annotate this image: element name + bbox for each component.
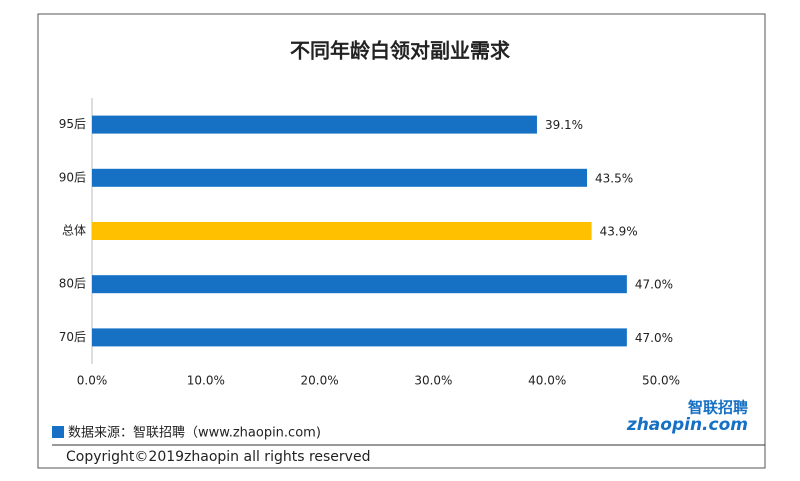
source-icon: [52, 426, 64, 438]
x-tick-label: 0.0%: [77, 374, 108, 388]
x-tick-label: 30.0%: [414, 374, 452, 388]
y-tick-label: 95后: [59, 117, 86, 131]
bar: [92, 222, 592, 240]
logo-cn: 智联招聘: [688, 399, 748, 417]
value-label: 39.1%: [545, 118, 583, 132]
y-tick-label: 80后: [59, 277, 86, 291]
copyright: Copyright©2019zhaopin all rights reserve…: [66, 449, 370, 465]
logo-en: zhaopin.com: [626, 415, 748, 435]
value-label: 47.0%: [635, 331, 673, 345]
bar: [92, 115, 537, 134]
frame: [37, 13, 766, 469]
value-label: 47.0%: [635, 278, 673, 292]
value-label: 43.9%: [600, 225, 638, 239]
source-note: 数据来源：智联招聘（www.zhaopin.com): [68, 426, 321, 441]
x-tick-label: 10.0%: [187, 374, 225, 388]
value-label: 43.5%: [595, 171, 633, 185]
y-tick-label: 总体: [62, 224, 86, 238]
x-tick-label: 50.0%: [642, 374, 680, 388]
bar: [92, 275, 627, 294]
bar: [92, 168, 588, 187]
y-tick-label: 90后: [59, 170, 86, 184]
bar: [92, 328, 627, 347]
chart-title: 不同年龄白领对副业需求: [290, 39, 511, 63]
x-tick-label: 40.0%: [528, 374, 566, 388]
x-tick-label: 20.0%: [301, 374, 339, 388]
y-tick-label: 70后: [59, 330, 86, 344]
